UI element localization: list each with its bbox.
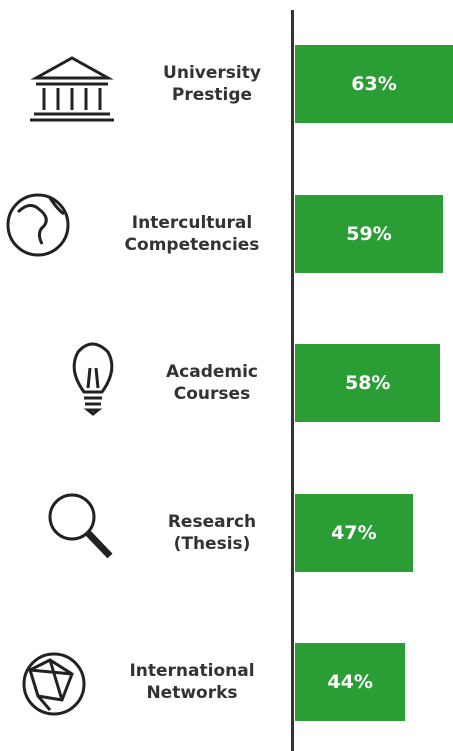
value-label: 63% [351, 73, 397, 95]
magnifier-icon [48, 493, 113, 559]
bulb-icon [72, 342, 114, 416]
value-label: 44% [327, 671, 373, 693]
value-label: 59% [346, 222, 392, 245]
value-label: 47% [331, 521, 377, 544]
bar [295, 643, 406, 721]
axis-line [291, 10, 294, 751]
bar [295, 45, 453, 123]
bar [295, 344, 441, 422]
value-label: 58% [344, 372, 391, 394]
network-icon [22, 652, 86, 716]
category-label: University Prestige [163, 63, 261, 105]
icons [6, 56, 114, 716]
category-label: International Networks [129, 661, 255, 703]
category-label: Intercultural Competencies [124, 212, 260, 255]
building-icon [30, 56, 114, 122]
bar [295, 194, 443, 273]
category-label: Academic Courses [165, 362, 259, 404]
globe-icon [6, 193, 70, 257]
bar [295, 493, 413, 572]
category-label: Research (Thesis) [167, 511, 257, 554]
